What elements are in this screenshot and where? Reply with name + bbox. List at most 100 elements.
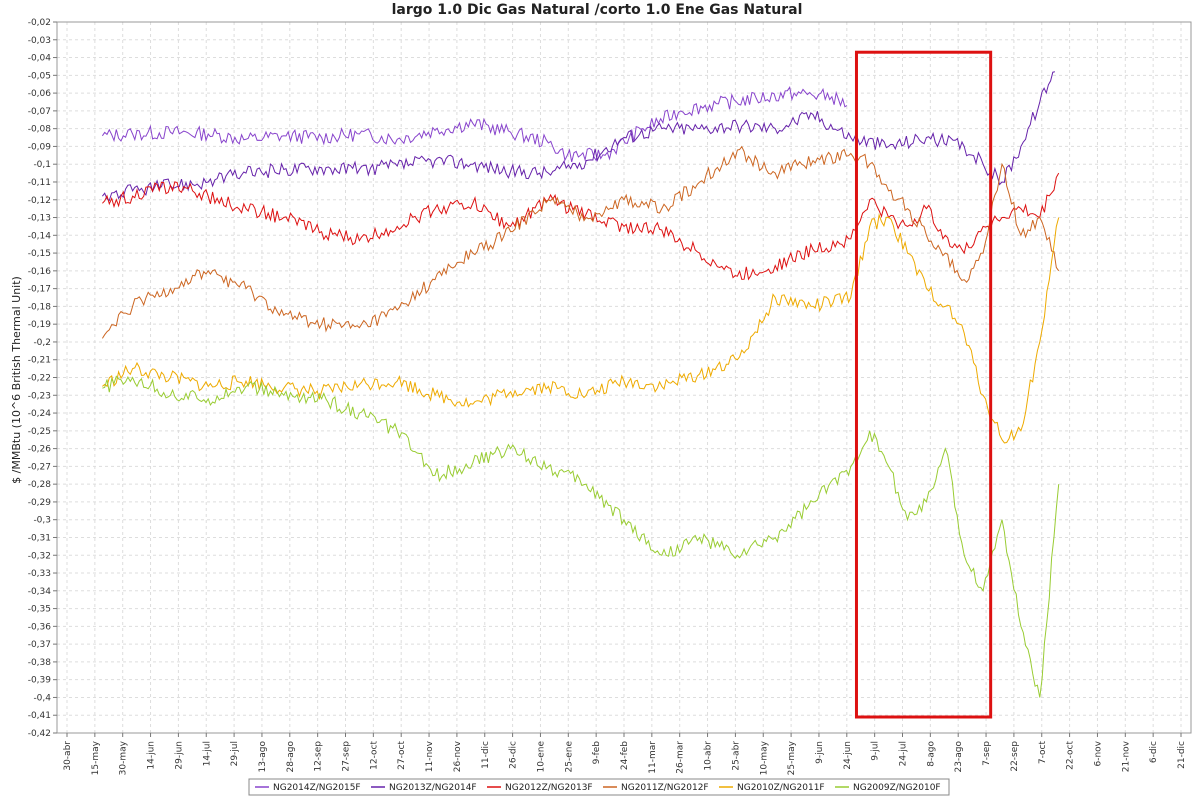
y-tick-label: -0,33: [28, 569, 51, 579]
y-tick-label: -0,02: [28, 18, 51, 28]
legend-entry: NG2014Z/NG2015F: [273, 783, 361, 793]
x-tick-label: 22-sep: [1010, 741, 1020, 772]
y-tick-label: -0,17: [28, 285, 51, 295]
x-tick-label: 25-may: [787, 740, 797, 775]
y-tick-label: -0,12: [28, 196, 51, 206]
x-tick-label: 8-ago: [926, 741, 936, 767]
series-line: [101, 86, 848, 163]
y-tick-label: -0,05: [28, 71, 51, 81]
x-tick-label: 29-jun: [174, 741, 184, 770]
x-tick-label: 23-ago: [954, 741, 964, 773]
series-line: [102, 71, 1055, 202]
x-tick-label: 9-jun: [815, 741, 825, 764]
y-tick-label: -0,24: [28, 409, 52, 419]
x-tick-label: 28-ago: [286, 741, 296, 773]
y-tick-label: -0,31: [28, 533, 51, 543]
y-axis-label: $ /MMBtu (10^6 British Thermal Unit): [10, 276, 23, 484]
x-tick-label: 25-abr: [731, 741, 741, 771]
y-tick-label: -0,09: [28, 142, 52, 152]
y-tick-label: -0,27: [28, 462, 51, 472]
y-tick-label: -0,42: [28, 729, 51, 739]
chart-title: largo 1.0 Dic Gas Natural /corto 1.0 Ene…: [392, 2, 803, 18]
x-tick-label: 24-jun: [843, 741, 853, 770]
x-tick-label: 25-ene: [564, 741, 574, 773]
x-tick-label: 6-dic: [1149, 741, 1159, 763]
x-tick-label: 24-feb: [620, 741, 630, 770]
y-tick-label: -0,25: [28, 427, 51, 437]
y-tick-label: -0,21: [28, 356, 51, 366]
series-line: [102, 375, 1060, 698]
x-tick-label: 12-oct: [369, 741, 379, 770]
y-tick-label: -0,16: [28, 267, 52, 277]
y-tick-label: -0,39: [28, 676, 52, 686]
x-tick-label: 12-sep: [314, 741, 324, 772]
x-tick-label: 9-feb: [592, 741, 602, 765]
y-tick-label: -0,23: [28, 391, 51, 401]
x-tick-label: 11-dic: [481, 741, 491, 769]
x-tick-label: 22-oct: [1066, 741, 1076, 770]
y-tick-label: -0,14: [28, 231, 52, 241]
y-tick-label: -0,03: [28, 36, 51, 46]
y-tick-label: -0,18: [28, 302, 52, 312]
y-tick-label: -0,13: [28, 214, 51, 224]
x-tick-label: 11-nov: [425, 740, 435, 772]
legend-entry: NG2009Z/NG2010F: [853, 783, 941, 793]
x-tick-label: 10-abr: [704, 741, 714, 771]
series-lines: [101, 71, 1060, 698]
x-tick-label: 7-sep: [982, 741, 992, 766]
x-tick-label: 14-jul: [202, 741, 212, 766]
y-tick-label: -0,07: [28, 107, 51, 117]
x-tick-label: 26-mar: [676, 741, 686, 774]
grid: [57, 21, 1191, 734]
x-tick-label: 21-dic: [1177, 741, 1187, 769]
x-tick-label: 21-nov: [1121, 740, 1131, 772]
y-tick-label: -0,38: [28, 658, 52, 668]
y-tick-label: -0,06: [28, 89, 52, 99]
y-tick-label: -0,36: [28, 622, 52, 632]
y-tick-label: -0,34: [28, 587, 52, 597]
x-tick-label: 10-ene: [536, 741, 546, 773]
y-tick-label: -0,41: [28, 711, 51, 721]
y-tick-label: -0,29: [28, 498, 52, 508]
legend-box: [248, 778, 950, 796]
y-tick-label: -0,1: [33, 160, 51, 170]
x-tick-label: 13-ago: [258, 741, 268, 773]
y-tick-label: -0,28: [28, 480, 52, 490]
y-tick-label: -0,11: [28, 178, 51, 188]
x-tick-label: 27-oct: [397, 741, 407, 770]
y-tick-label: -0,3: [33, 516, 51, 526]
x-tick-label: 29-jul: [230, 741, 240, 766]
y-tick-label: -0,22: [28, 374, 51, 384]
x-tick-label: 14-jun: [147, 741, 157, 770]
x-tick-label: 30-abr: [63, 741, 73, 771]
y-tick-label: -0,15: [28, 249, 51, 259]
legend: NG2014Z/NG2015F NG2013Z/NG2014F NG2012Z/NG…: [248, 778, 950, 796]
series-line: [102, 172, 1060, 281]
x-axis: 30-abr 15-may 30-may 14-jun 29-jun 14-jul 29-j…: [63, 733, 1187, 775]
y-tick-label: -0,26: [28, 445, 52, 455]
y-tick-label: -0,37: [28, 640, 51, 650]
y-axis: -0,02 -0,03 -0,04 -0,05 -0,06 -0,07 -0,08 -0,09…: [28, 18, 57, 739]
x-tick-label: 9-jul: [871, 741, 881, 761]
highlight-rectangle: [854, 50, 993, 719]
y-tick-label: -0,4: [33, 693, 51, 703]
x-tick-label: 15-may: [91, 740, 101, 775]
legend-entry: NG2011Z/NG2012F: [621, 783, 709, 793]
legend-entry: NG2013Z/NG2014F: [389, 783, 477, 793]
y-tick-label: -0,35: [28, 605, 51, 615]
x-tick-label: 30-may: [119, 740, 129, 775]
x-tick-label: 27-sep: [342, 741, 352, 772]
y-tick-label: -0,2: [33, 338, 51, 348]
x-tick-label: 26-dic: [509, 741, 519, 769]
y-tick-label: -0,19: [28, 320, 52, 330]
x-tick-label: 11-mar: [648, 741, 658, 774]
y-tick-label: -0,04: [28, 54, 52, 64]
legend-entry: NG2010Z/NG2011F: [737, 783, 825, 793]
y-tick-label: -0,32: [28, 551, 51, 561]
x-tick-label: 10-may: [759, 740, 769, 775]
x-tick-label: 7-oct: [1038, 741, 1048, 765]
series-line: [102, 213, 1060, 444]
legend-entry: NG2012Z/NG2013F: [505, 783, 593, 793]
y-tick-label: -0,08: [28, 125, 52, 135]
